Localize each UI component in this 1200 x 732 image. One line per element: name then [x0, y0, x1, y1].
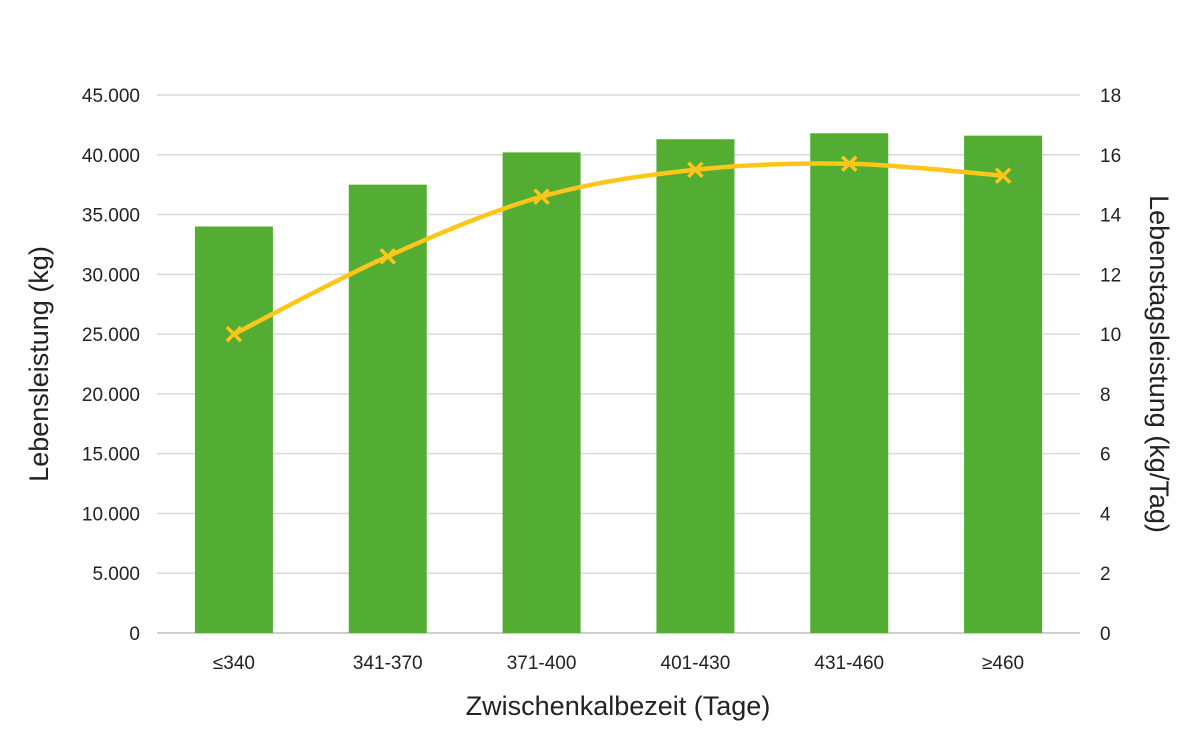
bar: [964, 135, 1043, 633]
y-tick-label: 25.000: [82, 325, 140, 346]
y2-tick-label: 8: [1100, 385, 1111, 406]
y2-tick-label: 18: [1100, 86, 1121, 107]
y2-tick-label: 14: [1100, 206, 1122, 227]
x-tick-label: 371-400: [507, 653, 577, 674]
y2-tick-label: 2: [1100, 564, 1111, 585]
line-marker: [225, 325, 243, 343]
y-tick-label: 0: [129, 624, 140, 645]
y-tick-label: 40.000: [82, 146, 140, 167]
bar: [656, 139, 735, 634]
bar: [502, 152, 581, 634]
x-tick-label: ≤340: [213, 653, 255, 674]
y2-tick-label: 12: [1100, 265, 1121, 286]
bar: [194, 226, 273, 633]
bar: [810, 133, 889, 633]
gridlines: [157, 94, 1080, 634]
y-tick-label: 30.000: [82, 265, 140, 286]
line-marker: [841, 155, 858, 172]
x-tick-label: 401-430: [661, 653, 731, 674]
x-axis-label: Zwischenkalbezeit (Tage): [466, 691, 771, 721]
bar-series: [194, 133, 1043, 634]
left-axis-ticks: 0 5.000 10.000 15.000 20.000 25.000 30.000 35.0…: [82, 86, 140, 645]
y-tick-label: 15.000: [82, 445, 140, 466]
y-tick-label: 5.000: [92, 564, 140, 585]
line-marker: [994, 167, 1012, 184]
y-tick-label: 45.000: [82, 86, 140, 107]
x-axis-ticks: ≤340 341-370 371-400 401-430 431-460 ≥460: [213, 653, 1024, 674]
bar: [348, 184, 427, 633]
y-tick-label: 20.000: [82, 385, 140, 406]
x-tick-label: 431-460: [814, 653, 884, 674]
y-tick-label: 35.000: [82, 206, 140, 227]
y2-tick-label: 6: [1100, 445, 1111, 466]
line-series: [225, 155, 1012, 343]
y2-axis-label: Lebenstagsleistung (kg/Tag): [1144, 195, 1174, 533]
x-tick-label: ≥460: [982, 653, 1024, 674]
line-marker: [533, 188, 550, 205]
y-axis-label: Lebensleistung (kg): [24, 246, 54, 482]
x-tick-label: 341-370: [353, 653, 423, 674]
y2-tick-label: 10: [1100, 325, 1121, 346]
line-marker: [379, 248, 396, 265]
right-axis-ticks: 0 2 4 6 8 10 12 14 16 18: [1100, 86, 1122, 645]
series-line: [232, 161, 1004, 337]
y2-tick-label: 0: [1100, 624, 1111, 645]
y2-tick-label: 4: [1100, 504, 1111, 525]
line-marker: [687, 161, 704, 178]
y2-tick-label: 16: [1100, 146, 1121, 167]
y-tick-label: 10.000: [82, 504, 140, 525]
